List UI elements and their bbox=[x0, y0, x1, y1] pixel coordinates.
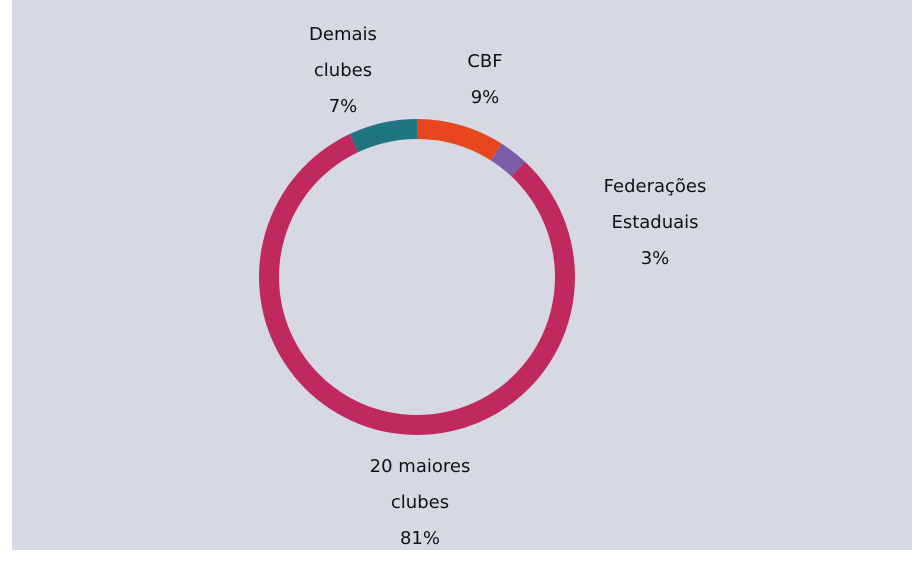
category-label: Federações Estaduais bbox=[603, 176, 707, 233]
donut-segment bbox=[417, 119, 502, 161]
value-label: 7% bbox=[328, 96, 358, 117]
donut-segment bbox=[490, 143, 526, 177]
chart-panel: CBF 9% Federações Estaduais 3% 20 maiores cl… bbox=[12, 0, 912, 550]
chart bbox=[259, 119, 575, 436]
value-label: 81% bbox=[399, 528, 440, 549]
category-label: CBF bbox=[467, 51, 503, 72]
value-label: 3% bbox=[640, 248, 670, 269]
segment-label: 20 maiores clubes 81% bbox=[350, 449, 490, 557]
segment-label: CBF 9% bbox=[445, 44, 525, 116]
category-label: 20 maiores clubes bbox=[369, 456, 471, 513]
category-label: Demais clubes bbox=[309, 24, 377, 81]
donut-segment bbox=[349, 119, 417, 153]
segment-label: Federações Estaduais 3% bbox=[585, 169, 725, 277]
segment-label: Demais clubes 7% bbox=[303, 17, 383, 125]
donut-segment bbox=[259, 134, 575, 436]
value-label: 9% bbox=[470, 87, 500, 108]
